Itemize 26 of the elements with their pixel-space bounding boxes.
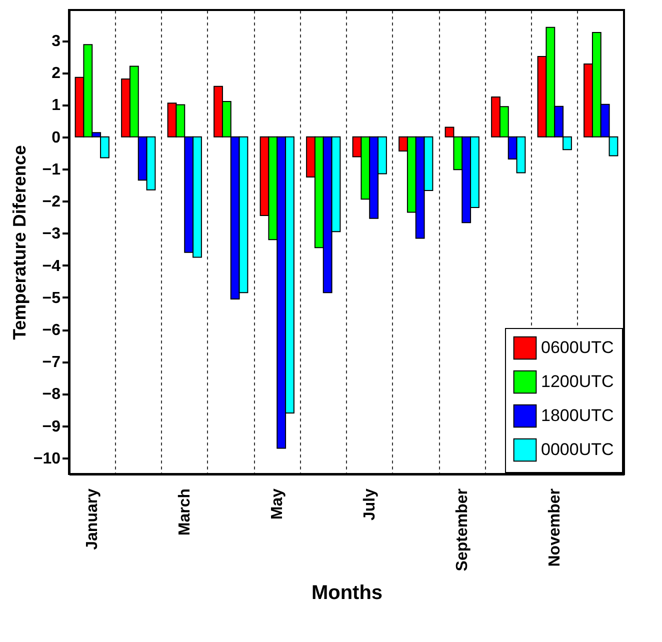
- x-tick-label: January: [84, 488, 102, 550]
- y-tick-label: 2: [52, 65, 61, 82]
- y-tick-label: −6: [42, 322, 61, 339]
- y-axis-title: Temperature Diference: [9, 145, 30, 340]
- y-tick-label: −5: [42, 290, 61, 307]
- y-tick-label: −2: [42, 194, 61, 211]
- x-tick-label: September: [454, 488, 472, 572]
- x-tick-label: March: [176, 488, 194, 536]
- y-tick-label: −3: [42, 226, 61, 243]
- legend-label: 1200UTC: [541, 372, 614, 391]
- y-tick-label: −4: [42, 258, 61, 275]
- x-tick-label: November: [546, 488, 564, 567]
- x-tick-label: May: [269, 488, 286, 520]
- y-tick-label: −7: [42, 354, 61, 372]
- y-tick-label: −9: [42, 418, 61, 436]
- y-tick-label: −1: [42, 161, 61, 178]
- y-tick-label: −8: [42, 386, 61, 404]
- y-tick-label: 3: [52, 33, 61, 50]
- x-tick-label: July: [362, 488, 379, 521]
- y-tick-label: 0: [52, 129, 61, 146]
- legend-label: 0000UTC: [541, 440, 614, 459]
- y-tick-label: 1: [52, 97, 61, 114]
- legend-label: 0600UTC: [541, 338, 614, 357]
- x-axis-title: Months: [311, 582, 383, 604]
- y-tick-label: −10: [33, 450, 61, 468]
- legend-label: 1800UTC: [541, 406, 614, 425]
